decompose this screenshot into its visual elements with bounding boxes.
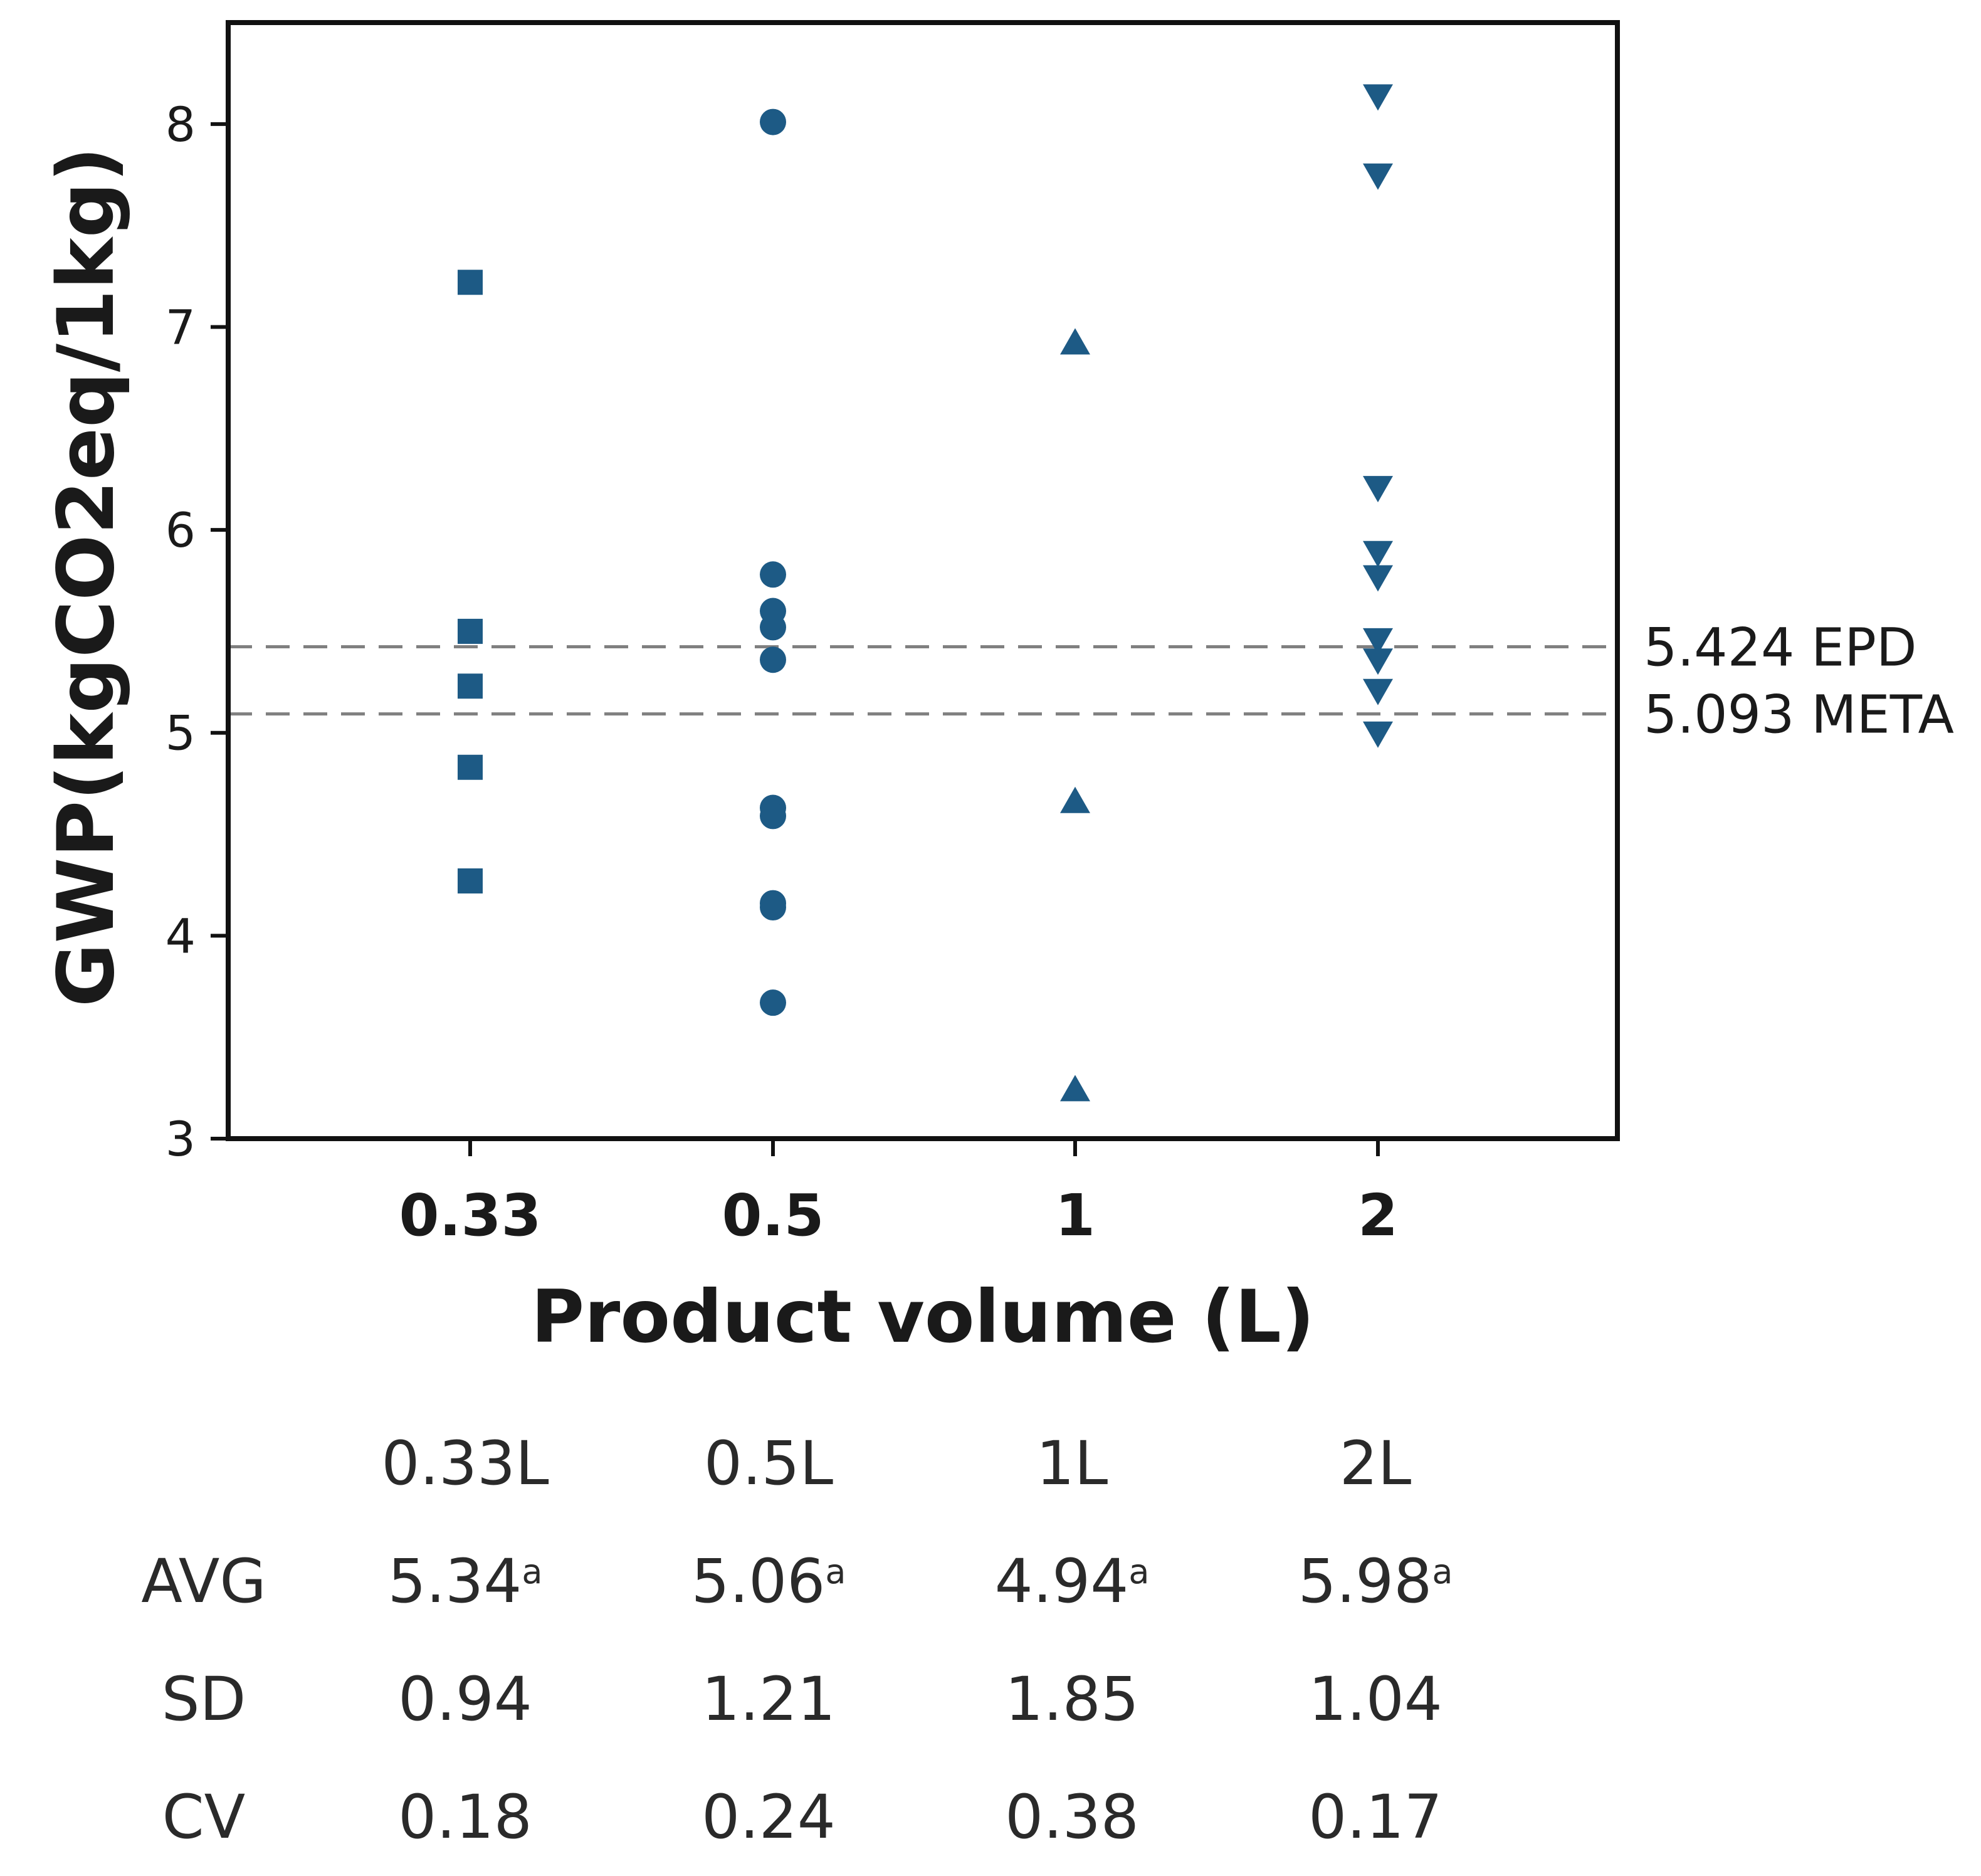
stats-row-label: SD <box>161 1664 246 1734</box>
stats-table: 0.33L 0.5L 1L 2L AVG 5.34a 5.06a 4.94a 5… <box>94 1404 1527 1876</box>
data-point-triangle-down <box>1363 84 1393 111</box>
data-points <box>458 84 1393 1102</box>
data-point-triangle-down <box>1363 678 1393 705</box>
data-point-triangle-up <box>1060 328 1090 355</box>
data-point-square <box>458 618 483 644</box>
x-axis-title: Product volume (L) <box>531 1275 1315 1359</box>
data-point-triangle-down <box>1363 628 1393 655</box>
y-tick-label: 8 <box>166 97 196 152</box>
avg-value: 4.94 <box>994 1546 1129 1616</box>
stats-cell: 5.98a <box>1224 1522 1527 1640</box>
data-point-square <box>458 673 483 699</box>
avg-value: 5.34 <box>387 1546 522 1616</box>
data-point-triangle-down <box>1363 565 1393 592</box>
reference-line-label: 5.093 META <box>1644 684 1954 746</box>
stats-col-header: 2L <box>1339 1428 1412 1499</box>
significance-letter: a <box>1128 1552 1150 1591</box>
stats-row-cv: CV 0.18 0.24 0.38 0.17 <box>94 1758 1527 1876</box>
y-tick-label: 5 <box>166 705 196 761</box>
stats-row-label: AVG <box>141 1546 266 1616</box>
plot-frame <box>226 20 1620 1141</box>
data-point-circle <box>760 894 786 921</box>
stats-row-label: CV <box>162 1782 246 1852</box>
data-point-square <box>458 754 483 780</box>
y-tick-label: 3 <box>166 1111 196 1167</box>
data-point-triangle-up <box>1060 1075 1090 1102</box>
y-axis-ticks: 3 4 5 6 7 8 <box>166 97 228 1167</box>
y-tick-label: 7 <box>166 299 196 355</box>
data-point-triangle-down <box>1363 648 1393 675</box>
data-point-square <box>458 270 483 295</box>
stats-col-header: 0.5L <box>703 1428 834 1499</box>
stats-cell: 4.94a <box>920 1522 1224 1640</box>
avg-value: 5.06 <box>691 1546 826 1616</box>
avg-value: 5.98 <box>1298 1546 1432 1616</box>
stats-col-header: 1L <box>1036 1428 1108 1499</box>
stats-col-header: 0.33L <box>381 1428 549 1499</box>
stats-cell: 0.17 <box>1308 1782 1442 1852</box>
data-point-triangle-down <box>1363 540 1393 567</box>
stats-cell: 0.38 <box>1005 1782 1139 1852</box>
stats-header-row: 0.33L 0.5L 1L 2L <box>94 1404 1527 1522</box>
y-tick-label: 6 <box>166 502 196 558</box>
stats-corner <box>94 1404 313 1522</box>
stats-cell: 1.21 <box>701 1664 836 1734</box>
data-point-circle <box>760 614 786 641</box>
stats-row-sd: SD 0.94 1.21 1.85 1.04 <box>94 1640 1527 1758</box>
data-point-circle <box>760 108 786 135</box>
stats-cell: 0.24 <box>701 1782 836 1852</box>
data-point-circle <box>760 989 786 1016</box>
data-point-circle <box>760 646 786 673</box>
reference-line-label: 5.424 EPD <box>1644 617 1917 678</box>
x-tick-label: 1 <box>1055 1182 1095 1249</box>
data-point-square <box>458 868 483 893</box>
y-axis-title: GWP(kgCO2eq/1kg) <box>41 147 132 1007</box>
x-tick-label: 0.5 <box>722 1182 824 1249</box>
data-point-triangle-down <box>1363 721 1393 748</box>
x-tick-label: 0.33 <box>399 1182 542 1249</box>
stats-cell: 5.34a <box>313 1522 617 1640</box>
y-tick-label: 4 <box>166 908 196 964</box>
stats-row-avg: AVG 5.34a 5.06a 4.94a 5.98a <box>94 1522 1527 1640</box>
stats-cell: 1.85 <box>1005 1664 1139 1734</box>
data-point-triangle-down <box>1363 476 1393 503</box>
stats-cell: 1.04 <box>1308 1664 1442 1734</box>
significance-letter: a <box>1432 1552 1453 1591</box>
data-point-circle <box>760 561 786 588</box>
stats-cell: 0.18 <box>398 1782 532 1852</box>
data-point-triangle-down <box>1363 163 1393 190</box>
significance-letter: a <box>825 1552 846 1591</box>
data-point-triangle-up <box>1060 786 1090 813</box>
x-tick-label: 2 <box>1358 1182 1398 1249</box>
data-point-circle <box>760 803 786 830</box>
significance-letter: a <box>522 1552 543 1591</box>
x-axis-ticks: 0.33 0.5 1 2 <box>399 1139 1398 1249</box>
stats-cell: 5.06a <box>617 1522 920 1640</box>
stats-cell: 0.94 <box>398 1664 532 1734</box>
